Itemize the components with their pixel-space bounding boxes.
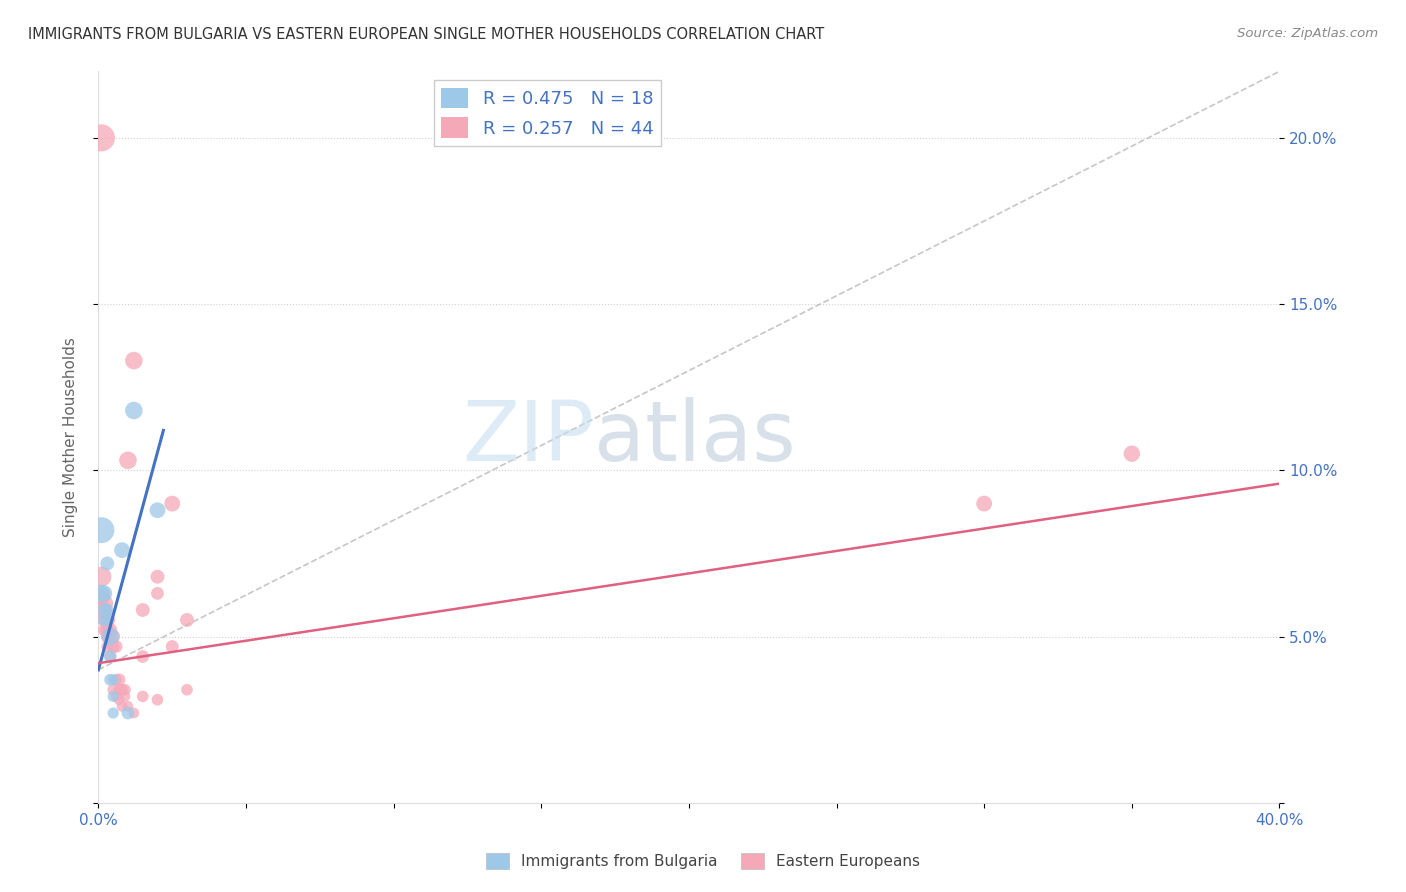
Point [122, 706, 145, 720]
Point [114, 690, 136, 704]
Point [96, 630, 118, 644]
Point [90, 586, 112, 600]
Point [103, 682, 125, 697]
Point [105, 640, 128, 654]
Point [105, 673, 128, 687]
Point [90, 131, 112, 145]
Point [973, 497, 995, 511]
Legend: Immigrants from Bulgaria, Eastern Europeans: Immigrants from Bulgaria, Eastern Europe… [479, 847, 927, 875]
Point [98, 649, 121, 664]
Point [93, 623, 115, 637]
Point [162, 497, 183, 511]
Point [117, 699, 139, 714]
Point [111, 543, 134, 558]
Point [93, 586, 115, 600]
Point [132, 649, 155, 664]
Point [96, 613, 118, 627]
Point [98, 673, 121, 687]
Point [146, 503, 169, 517]
Text: ZIP: ZIP [463, 397, 595, 477]
Point [96, 603, 118, 617]
Point [93, 603, 115, 617]
Legend: R = 0.475   N = 18, R = 0.257   N = 44: R = 0.475 N = 18, R = 0.257 N = 44 [434, 80, 661, 145]
Point [103, 706, 125, 720]
Point [162, 640, 183, 654]
Point [93, 613, 115, 627]
Point [108, 682, 131, 697]
Point [93, 603, 115, 617]
Point [96, 640, 118, 654]
Point [90, 523, 112, 537]
Point [96, 613, 118, 627]
Point [90, 603, 112, 617]
Point [96, 557, 118, 571]
Point [103, 673, 125, 687]
Point [108, 692, 131, 706]
Point [1121, 447, 1143, 461]
Y-axis label: Single Mother Households: Single Mother Households [63, 337, 77, 537]
Point [90, 590, 112, 604]
Point [105, 690, 128, 704]
Text: Source: ZipAtlas.com: Source: ZipAtlas.com [1237, 27, 1378, 40]
Point [132, 603, 155, 617]
Point [98, 630, 121, 644]
Point [103, 630, 125, 644]
Point [176, 613, 198, 627]
Point [132, 690, 155, 704]
Point [103, 640, 125, 654]
Point [98, 623, 121, 637]
Point [146, 570, 169, 584]
Point [96, 623, 118, 637]
Point [108, 673, 131, 687]
Point [98, 649, 121, 664]
Text: atlas: atlas [595, 397, 796, 477]
Point [146, 692, 169, 706]
Point [117, 706, 139, 720]
Point [111, 699, 134, 714]
Point [98, 630, 121, 644]
Text: IMMIGRANTS FROM BULGARIA VS EASTERN EUROPEAN SINGLE MOTHER HOUSEHOLDS CORRELATIO: IMMIGRANTS FROM BULGARIA VS EASTERN EURO… [28, 27, 824, 42]
Point [146, 586, 169, 600]
Point [176, 682, 198, 697]
Point [122, 403, 145, 417]
Point [93, 613, 115, 627]
Point [93, 596, 115, 610]
Point [111, 682, 134, 697]
Point [90, 570, 112, 584]
Point [122, 353, 145, 368]
Point [117, 453, 139, 467]
Point [114, 682, 136, 697]
Point [103, 690, 125, 704]
